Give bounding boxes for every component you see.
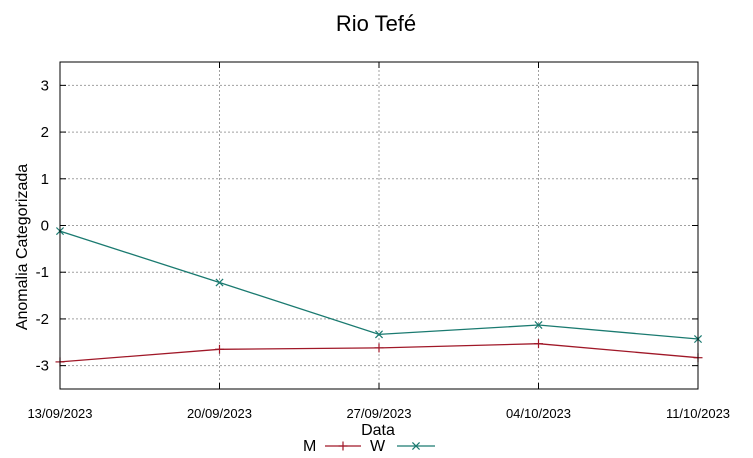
y-axis-label: Anomalia Categorizada (14, 164, 31, 330)
y-tick-label: 3 (41, 77, 49, 94)
series-lines (55, 227, 703, 367)
y-tick-label: -3 (36, 358, 49, 375)
legend-label: W (370, 438, 386, 455)
data-point-M (215, 344, 224, 354)
y-tick-label: 1 (41, 171, 49, 188)
y-tick-label: -2 (36, 311, 49, 328)
y-axis-ticks: -3 -2 -1 0 1 2 3 (36, 77, 698, 375)
legend-label: M (303, 438, 316, 455)
x-axis-label: Data (361, 422, 395, 439)
plot-area-border (59, 61, 699, 390)
y-tick-label: -1 (36, 264, 49, 281)
legend-marker (338, 441, 348, 451)
data-point-M (374, 343, 384, 353)
x-tick-label: 27/09/2023 (346, 406, 411, 421)
legend-marker (411, 441, 421, 451)
x-tick-label: 20/09/2023 (187, 406, 252, 421)
data-point-W (534, 320, 543, 330)
y-tick-label: 2 (41, 124, 49, 141)
x-tick-label: 11/10/2023 (666, 406, 730, 421)
x-tick-label: 13/09/2023 (27, 406, 92, 421)
gridlines (60, 62, 698, 389)
data-point-W (215, 278, 224, 287)
data-point-W (374, 330, 384, 339)
data-point-M (534, 339, 543, 349)
x-tick-label: 04/10/2023 (506, 406, 571, 421)
y-tick-label: 0 (41, 218, 49, 235)
chart-title: Rio Tefé (336, 11, 416, 36)
